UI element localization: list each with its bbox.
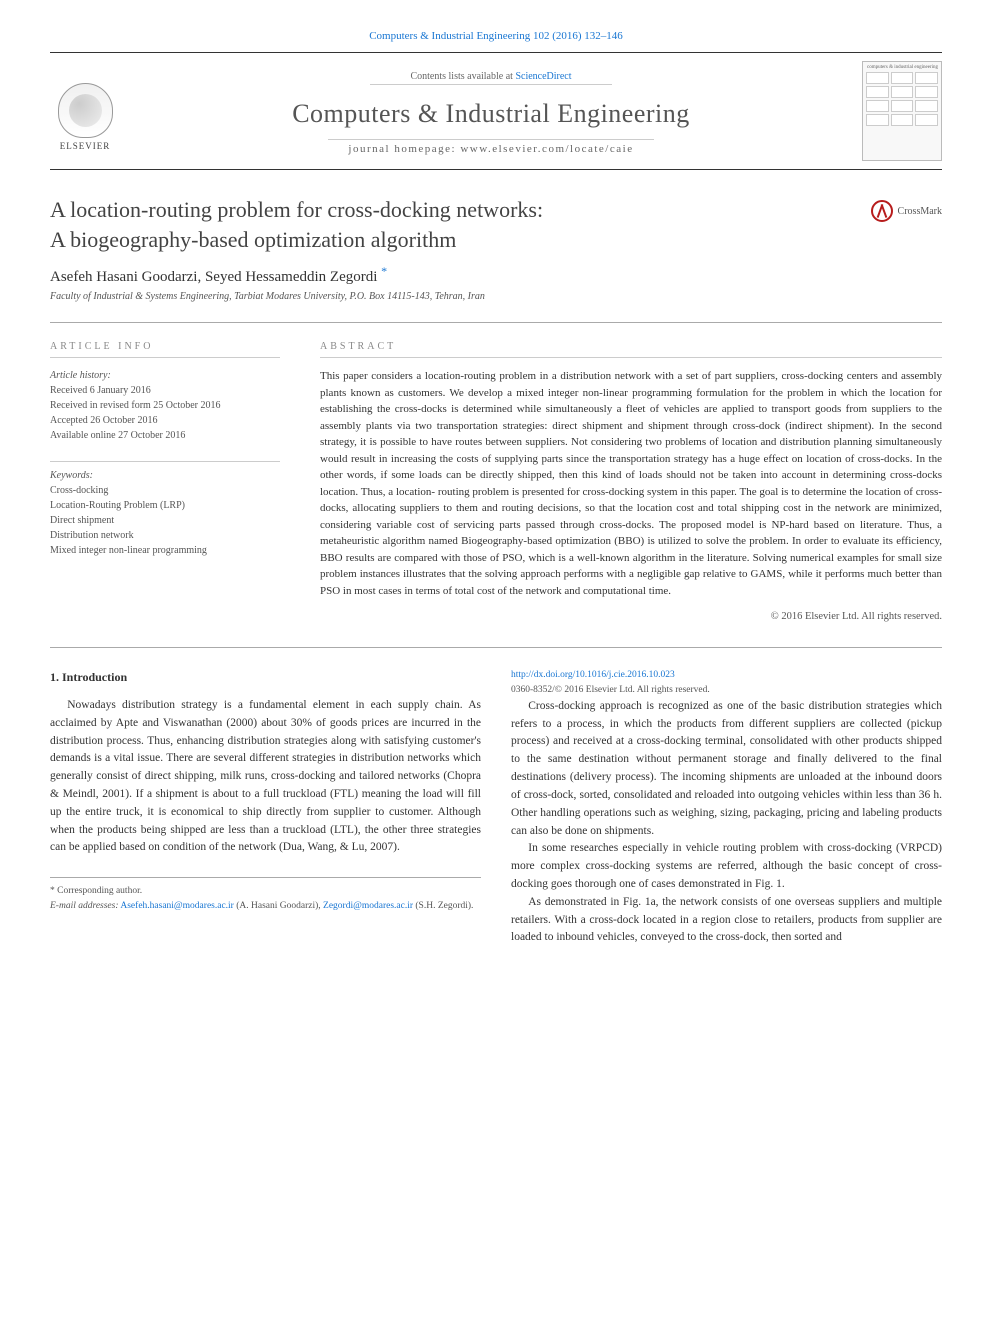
- crossmark-badge[interactable]: CrossMark: [871, 200, 942, 222]
- journal-homepage: journal homepage: www.elsevier.com/locat…: [328, 139, 653, 155]
- sciencedirect-link[interactable]: ScienceDirect: [515, 71, 571, 82]
- email-name: (S.H. Zegordi).: [415, 901, 473, 911]
- section-heading: 1. Introduction: [50, 668, 481, 687]
- email-name: (A. Hasani Goodarzi),: [236, 901, 323, 911]
- article-title: A location-routing problem for cross-doc…: [50, 195, 942, 254]
- journal-header: ELSEVIER Contents lists available at Sci…: [50, 52, 942, 170]
- contents-prefix: Contents lists available at: [410, 71, 515, 82]
- elsevier-logo-text: ELSEVIER: [60, 141, 111, 151]
- title-block: CrossMark A location-routing problem for…: [50, 195, 942, 302]
- article-info: ARTICLE INFO Article history: Received 6…: [50, 341, 280, 622]
- email-addresses: E-mail addresses: Asefeh.hasani@modares.…: [50, 899, 481, 914]
- journal-name: Computers & Industrial Engineering: [120, 99, 862, 129]
- title-line-2: A biogeography-based optimization algori…: [50, 227, 456, 252]
- meta-row: ARTICLE INFO Article history: Received 6…: [50, 322, 942, 622]
- keyword: Distribution network: [50, 530, 134, 541]
- body-columns: 1. Introduction Nowadays distribution st…: [50, 668, 942, 947]
- contents-line: Contents lists available at ScienceDirec…: [370, 69, 611, 85]
- journal-cover-thumbnail: computers & industrial engineering: [862, 61, 942, 161]
- elsevier-logo: ELSEVIER: [50, 71, 120, 151]
- keyword: Location-Routing Problem (LRP): [50, 500, 185, 511]
- header-center: Contents lists available at ScienceDirec…: [120, 66, 862, 157]
- abstract-header: ABSTRACT: [320, 341, 942, 358]
- citation-link[interactable]: Computers & Industrial Engineering 102 (…: [369, 30, 623, 42]
- body-paragraph: Cross-docking approach is recognized as …: [511, 698, 942, 841]
- corresponding-star[interactable]: *: [381, 264, 387, 278]
- history-label: Article history:: [50, 370, 111, 381]
- homepage-prefix: journal homepage:: [348, 143, 460, 155]
- article-info-header: ARTICLE INFO: [50, 341, 280, 358]
- top-citation: Computers & Industrial Engineering 102 (…: [50, 30, 942, 42]
- doi-link[interactable]: http://dx.doi.org/10.1016/j.cie.2016.10.…: [511, 670, 675, 680]
- email-link[interactable]: Zegordi@modares.ac.ir: [323, 901, 413, 911]
- history-line: Available online 27 October 2016: [50, 430, 185, 441]
- keywords-list: Cross-docking Location-Routing Problem (…: [50, 483, 280, 558]
- authors: Asefeh Hasani Goodarzi, Seyed Hessameddi…: [50, 264, 942, 286]
- issn-line: 0360-8352/© 2016 Elsevier Ltd. All right…: [511, 685, 710, 695]
- homepage-url: www.elsevier.com/locate/caie: [460, 143, 633, 155]
- email-label: E-mail addresses:: [50, 901, 119, 911]
- keyword: Mixed integer non-linear programming: [50, 545, 207, 556]
- section-divider: [50, 647, 942, 648]
- crossmark-label: CrossMark: [898, 206, 942, 217]
- article-history: Article history: Received 6 January 2016…: [50, 368, 280, 443]
- history-line: Received in revised form 25 October 2016: [50, 400, 221, 411]
- cover-title: computers & industrial engineering: [866, 65, 938, 70]
- history-line: Accepted 26 October 2016: [50, 415, 157, 426]
- author-names: Asefeh Hasani Goodarzi, Seyed Hessameddi…: [50, 269, 377, 285]
- bottom-ids: http://dx.doi.org/10.1016/j.cie.2016.10.…: [511, 668, 942, 697]
- email-link[interactable]: Asefeh.hasani@modares.ac.ir: [120, 901, 233, 911]
- keyword: Cross-docking: [50, 485, 108, 496]
- body-paragraph: In some researches especially in vehicle…: [511, 840, 942, 893]
- affiliation: Faculty of Industrial & Systems Engineer…: [50, 291, 942, 302]
- elsevier-tree-icon: [58, 83, 113, 138]
- body-paragraph: As demonstrated in Fig. 1a, the network …: [511, 894, 942, 947]
- keyword: Direct shipment: [50, 515, 114, 526]
- body-paragraph: Nowadays distribution strategy is a fund…: [50, 697, 481, 857]
- abstract-text: This paper considers a location-routing …: [320, 368, 942, 599]
- keywords-label: Keywords:: [50, 470, 280, 481]
- crossmark-icon: [871, 200, 893, 222]
- footnote-block: * Corresponding author. E-mail addresses…: [50, 877, 481, 913]
- title-line-1: A location-routing problem for cross-doc…: [50, 197, 543, 222]
- abstract-block: ABSTRACT This paper considers a location…: [320, 341, 942, 622]
- corresponding-note: * Corresponding author.: [50, 884, 481, 899]
- history-line: Received 6 January 2016: [50, 385, 151, 396]
- abstract-copyright: © 2016 Elsevier Ltd. All rights reserved…: [320, 611, 942, 622]
